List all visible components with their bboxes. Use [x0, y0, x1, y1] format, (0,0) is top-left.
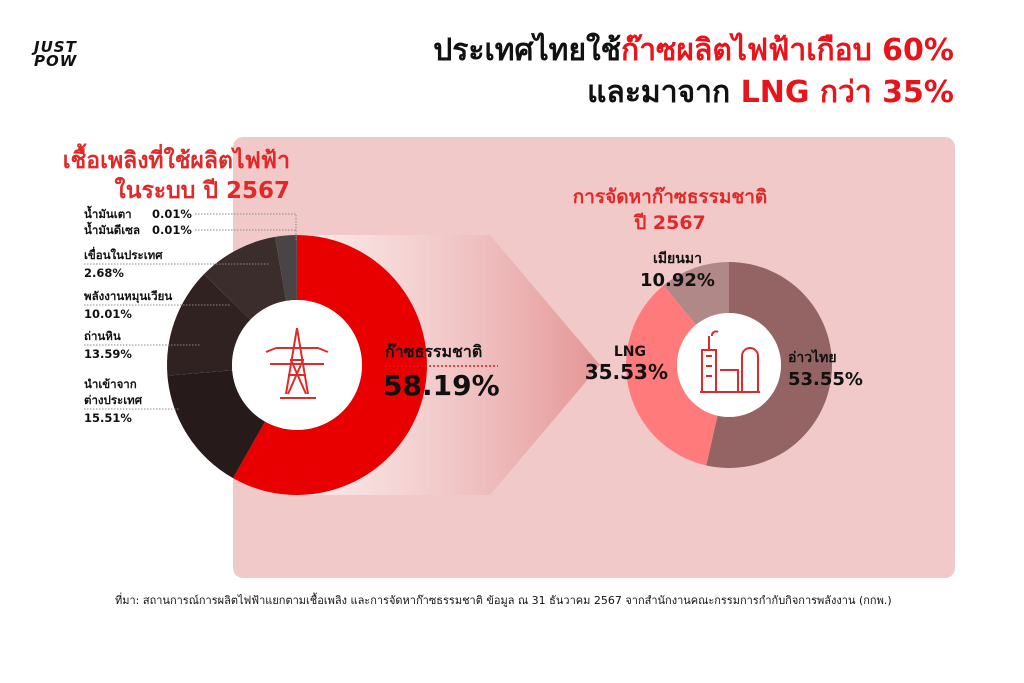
transmission-tower-icon: [265, 327, 329, 399]
label-lng: LNG 35.53%: [584, 344, 668, 384]
label-hydro: เขื่อนในประเทศ 2.68%: [84, 248, 163, 280]
slice-1: [167, 370, 266, 479]
label-diesel: น้ำมันดีเซล 0.01%: [84, 223, 192, 237]
slice-3: [203, 236, 287, 320]
label-imported: นำเข้าจาก ต่างประเทศ 15.51%: [84, 377, 143, 425]
slice-4: [275, 235, 297, 301]
gas-supply-donut: [625, 262, 832, 468]
donut-hole: [677, 313, 781, 417]
justpow-logo: JUST POW: [34, 38, 78, 70]
leader-lines: [84, 213, 297, 410]
page-title: ประเทศไทยใช้ก๊าซผลิตไฟฟ้าเกือบ 60% และมา…: [433, 33, 954, 110]
source-note: ที่มา: สถานการณ์การผลิตไฟฟ้าแยกตามเชื้อเ…: [115, 594, 892, 607]
slice-1: [625, 285, 718, 466]
gas-plant-icon: [700, 330, 760, 393]
slice-0: [706, 262, 832, 468]
label-natural-gas: ก๊าซธรรมชาติ: [385, 342, 483, 361]
label-fuel-oil: น้ำมันเตา 0.01%: [84, 207, 192, 221]
label-renewable: พลังงานหมุนเวียน 10.01%: [84, 289, 173, 321]
slice-2: [663, 262, 729, 325]
fuel-chart-title: เชื้อเพลิงที่ใช้ผลิตไฟฟ้า ในระบบ ปี 2567: [62, 148, 290, 204]
value-natural-gas: 58.19%: [383, 369, 500, 402]
label-coal: ถ่านหิน 13.59%: [84, 329, 132, 361]
slice-2: [167, 274, 251, 376]
slice-0: [233, 235, 428, 495]
label-gulf-of-thailand: อ่าวไทย 53.55%: [788, 350, 863, 390]
gas-chart-title: การจัดหาก๊าซธรรมชาติ ปี 2567: [572, 186, 768, 234]
fuel-donut: [167, 235, 428, 495]
label-myanmar: เมียนมา 10.92%: [640, 251, 715, 291]
